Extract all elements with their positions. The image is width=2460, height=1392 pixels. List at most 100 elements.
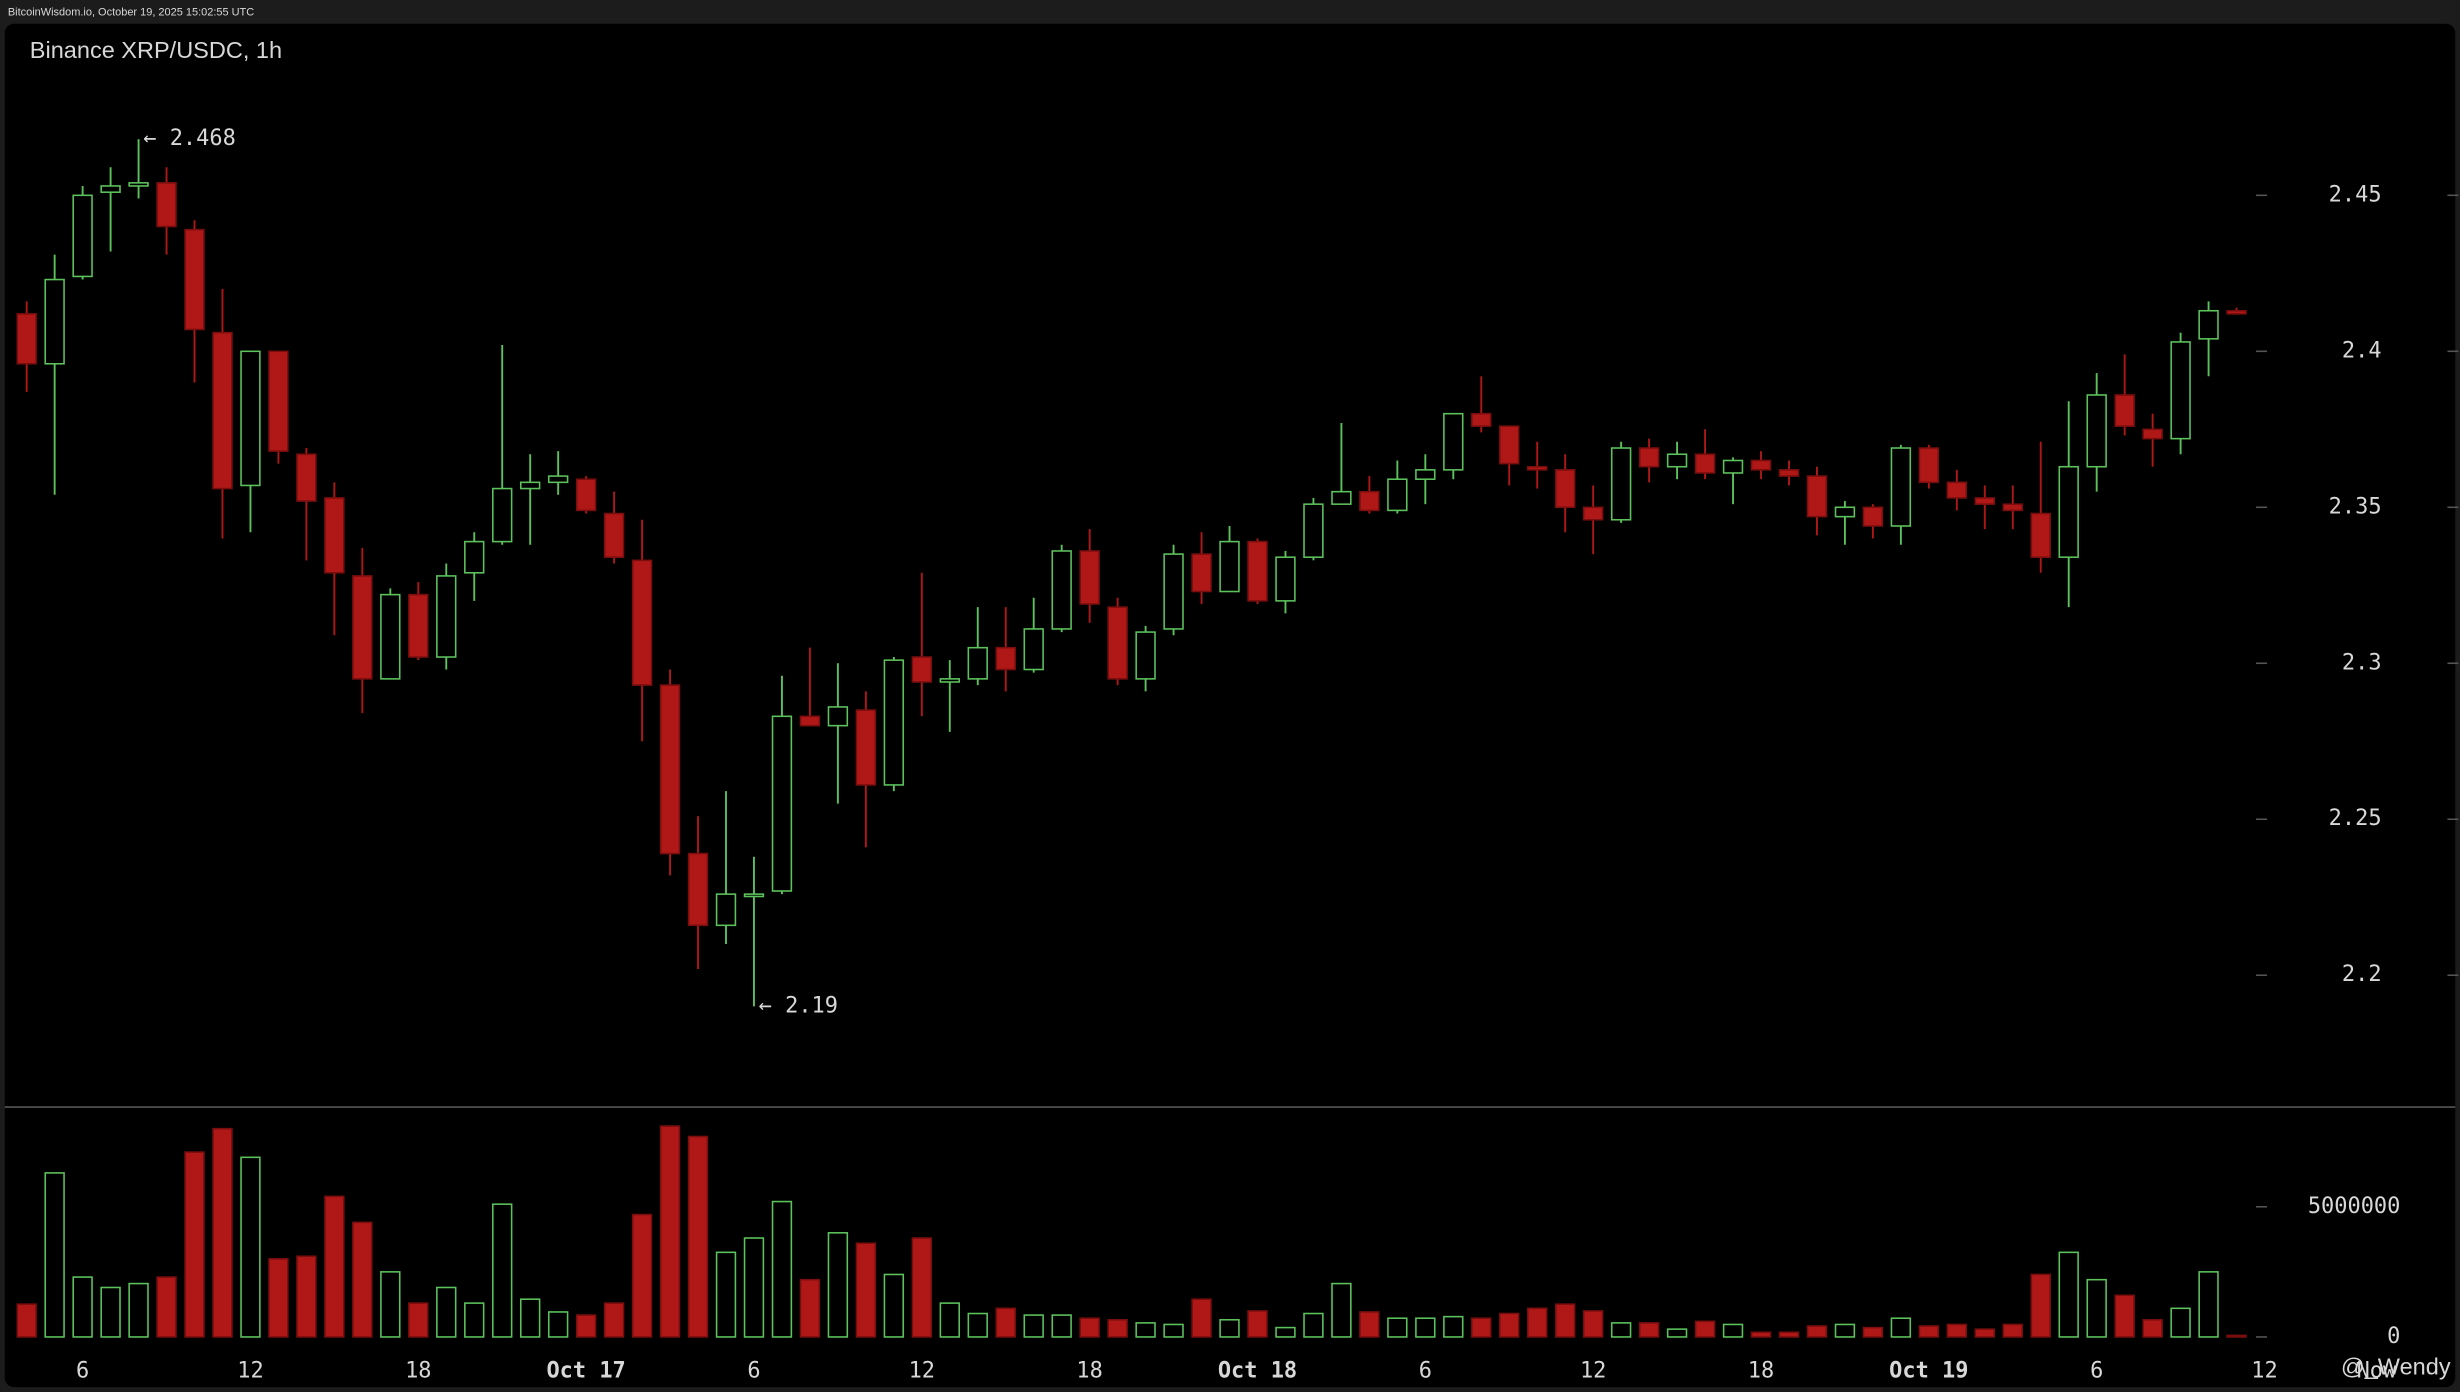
volume-bar <box>2058 1251 2079 1338</box>
volume-bar <box>1359 1311 1380 1338</box>
watermark: @_Wendy <box>2341 1353 2451 1379</box>
candle-body <box>1527 465 1548 471</box>
volume-bar <box>464 1302 485 1338</box>
candle-body <box>492 487 513 543</box>
chart-title: Binance XRP/USDC, 1h <box>30 37 282 63</box>
volume-bar <box>827 1232 849 1338</box>
candle-body <box>687 852 709 927</box>
candle-body <box>72 194 93 278</box>
volume-bar <box>799 1278 821 1338</box>
x-tick-label: 12 <box>2251 1358 2277 1383</box>
volume-bar <box>1079 1317 1100 1338</box>
x-tick-label: 6 <box>1419 1358 1432 1383</box>
volume-bar <box>1499 1312 1520 1338</box>
candle-body <box>2114 394 2135 427</box>
volume-bar <box>1834 1323 1856 1338</box>
volume-bar <box>1974 1328 1995 1338</box>
volume-bar <box>631 1213 653 1338</box>
candle-body <box>1415 469 1436 480</box>
volume-bar <box>911 1237 933 1338</box>
candle-body <box>1387 478 1408 512</box>
y-tick-label: 2.3 <box>2342 650 2382 675</box>
volume-bar <box>967 1312 988 1338</box>
candle-body <box>1750 459 1772 471</box>
candle-body <box>1443 412 1464 471</box>
candle-body <box>1051 550 1072 630</box>
candle-body <box>1694 453 1716 474</box>
volume-bar <box>436 1286 457 1338</box>
volume-bar <box>1918 1325 1940 1338</box>
candle-body <box>939 678 960 683</box>
candle-body <box>1331 490 1352 505</box>
candle-body <box>547 475 569 484</box>
candle-body <box>883 659 905 786</box>
volume-bar <box>1610 1322 1632 1338</box>
candle-body <box>631 559 653 686</box>
candle-body <box>603 512 625 558</box>
volume-bar <box>1247 1310 1268 1338</box>
candle-body <box>268 350 289 452</box>
candle-body <box>827 706 849 727</box>
x-tick-label: Oct 19 <box>1889 1358 1968 1383</box>
volume-bar <box>1107 1318 1128 1338</box>
volume-bar <box>547 1311 569 1338</box>
candle-body <box>1107 606 1128 680</box>
x-tick-label: 12 <box>237 1358 263 1383</box>
volume-bar <box>156 1276 177 1338</box>
candle-body <box>1890 447 1912 527</box>
candle-body <box>771 715 793 892</box>
volume-bar <box>492 1203 513 1338</box>
volume-bar <box>1582 1310 1604 1338</box>
x-tick-label: 18 <box>405 1358 431 1383</box>
candle-body <box>1638 447 1660 468</box>
volume-bar <box>1191 1298 1212 1338</box>
volume-bar <box>1527 1307 1548 1338</box>
candle-body <box>156 182 177 228</box>
candle-body <box>575 478 597 512</box>
volume-bar <box>519 1298 541 1338</box>
candle-body <box>1163 553 1184 630</box>
x-tick-label: 12 <box>1580 1358 1606 1383</box>
volume-bar <box>408 1302 429 1338</box>
volume-bar <box>128 1282 149 1338</box>
volume-bar <box>883 1273 905 1338</box>
candle-body <box>44 278 65 365</box>
volume-bar <box>1303 1312 1324 1338</box>
volume-bar <box>1946 1323 1968 1338</box>
volume-bar <box>1387 1317 1408 1338</box>
volume-bar <box>2114 1294 2135 1338</box>
candle-body <box>1471 412 1492 427</box>
volume-bar <box>2002 1323 2023 1338</box>
x-tick-label: Oct 17 <box>546 1358 625 1383</box>
y-tick-label: 5000000 <box>2308 1194 2401 1219</box>
y-tick-label: 2.25 <box>2329 806 2382 831</box>
volume-bar <box>575 1314 597 1338</box>
candle-body <box>380 593 401 680</box>
candle-body <box>212 331 233 490</box>
x-tick-label: 18 <box>1748 1358 1774 1383</box>
x-tick-label: Now <box>2357 1358 2397 1383</box>
volume-bar <box>240 1156 261 1338</box>
candle-body <box>995 646 1016 671</box>
volume-bar <box>939 1302 960 1338</box>
candle-body <box>2198 309 2219 340</box>
volume-bar <box>1666 1328 1688 1338</box>
volume-bar <box>44 1172 65 1338</box>
volume-bar <box>1471 1317 1492 1338</box>
volume-bar <box>995 1307 1016 1338</box>
volume-bar <box>296 1255 317 1338</box>
volume-bar <box>1275 1326 1296 1338</box>
volume-bar <box>2086 1278 2107 1338</box>
y-tick-label: 0 <box>2387 1324 2400 1349</box>
volume-bar <box>1862 1326 1884 1338</box>
volume-bar <box>1554 1303 1576 1338</box>
candle-body <box>2170 341 2191 440</box>
volume-bar <box>1415 1317 1436 1338</box>
x-tick-label: 6 <box>76 1358 89 1383</box>
volume-bar <box>1890 1317 1912 1338</box>
volume-bar <box>687 1135 709 1338</box>
candle-body <box>1275 556 1296 602</box>
candle-body <box>296 453 317 502</box>
